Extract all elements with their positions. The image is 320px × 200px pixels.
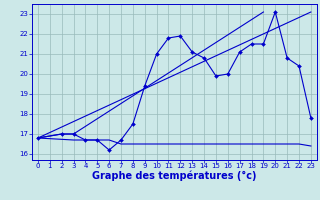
X-axis label: Graphe des températures (°c): Graphe des températures (°c) (92, 171, 257, 181)
